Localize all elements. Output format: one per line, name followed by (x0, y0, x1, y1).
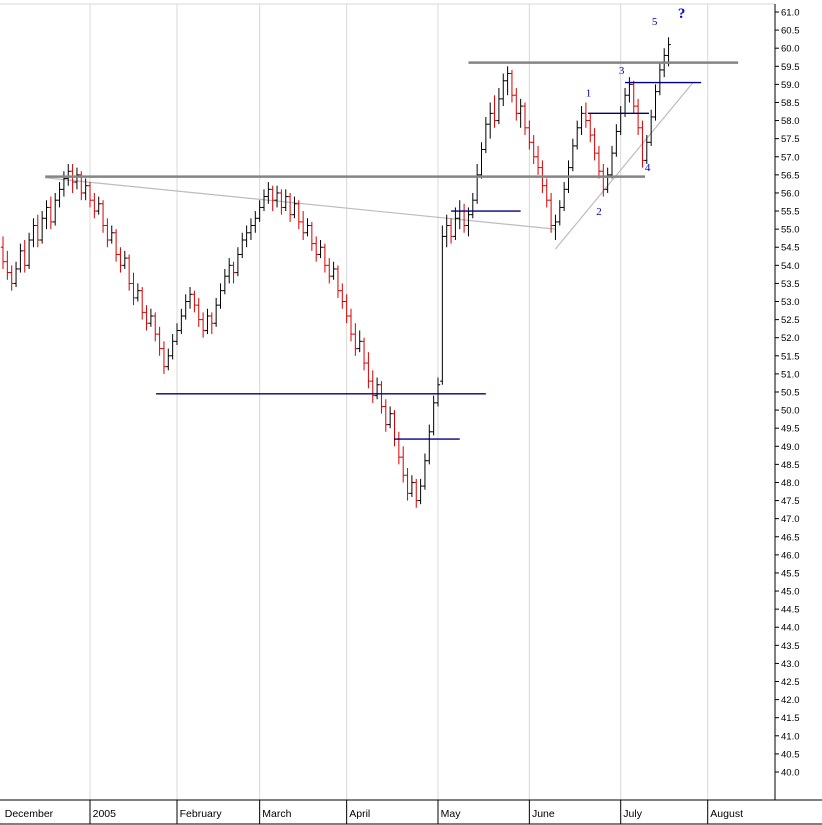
svg-text:April: April (349, 808, 370, 820)
svg-text:46.0: 46.0 (781, 550, 800, 561)
y-axis: 61.0 60.5 60.0 59.5 59.0 58.5 58.0 57.5 57.0 56.5… (774, 4, 800, 800)
svg-text:49.0: 49.0 (781, 442, 800, 453)
svg-text:61.0: 61.0 (781, 8, 800, 19)
svg-text:44.0: 44.0 (781, 623, 800, 634)
svg-text:60.0: 60.0 (781, 44, 800, 55)
svg-text:2: 2 (596, 206, 602, 218)
svg-text:43.5: 43.5 (781, 641, 800, 652)
price-bars (0, 37, 671, 508)
svg-text:42.5: 42.5 (781, 677, 800, 688)
svg-text:December: December (5, 808, 54, 820)
svg-text:54.0: 54.0 (781, 261, 800, 272)
svg-text:41.5: 41.5 (781, 713, 800, 724)
x-axis: December 2005 February March April May June Jul… (0, 799, 822, 825)
svg-text:45.0: 45.0 (781, 587, 800, 598)
svg-text:46.5: 46.5 (781, 532, 800, 543)
svg-text:42.0: 42.0 (781, 695, 800, 706)
svg-text:2005: 2005 (93, 808, 117, 820)
svg-text:?: ? (678, 6, 686, 22)
analysis-lines (45, 61, 739, 440)
svg-text:41.0: 41.0 (781, 731, 800, 742)
svg-text:43.0: 43.0 (781, 659, 800, 670)
svg-text:45.5: 45.5 (781, 568, 800, 579)
svg-text:55.0: 55.0 (781, 225, 800, 236)
svg-text:February: February (180, 808, 223, 820)
svg-text:60.5: 60.5 (781, 26, 800, 37)
svg-text:53.0: 53.0 (781, 297, 800, 308)
svg-text:52.5: 52.5 (781, 315, 800, 326)
svg-text:59.5: 59.5 (781, 62, 800, 73)
svg-text:51.5: 51.5 (781, 351, 800, 362)
svg-text:48.0: 48.0 (781, 478, 800, 489)
svg-text:56.0: 56.0 (781, 188, 800, 199)
svg-text:49.5: 49.5 (781, 424, 800, 435)
wave-count-labels: 1 2 3 4 5? (586, 6, 686, 218)
svg-text:1: 1 (586, 87, 592, 99)
svg-text:51.0: 51.0 (781, 369, 800, 380)
gray-trendlines (45, 82, 694, 250)
svg-text:50.5: 50.5 (781, 387, 800, 398)
svg-text:53.5: 53.5 (781, 279, 800, 290)
svg-text:55.5: 55.5 (781, 207, 800, 218)
svg-text:48.5: 48.5 (781, 460, 800, 471)
svg-text:58.5: 58.5 (781, 98, 800, 109)
svg-text:44.5: 44.5 (781, 605, 800, 616)
svg-text:47.5: 47.5 (781, 496, 800, 507)
svg-text:40.5: 40.5 (781, 749, 800, 760)
svg-text:57.5: 57.5 (781, 134, 800, 145)
svg-text:56.5: 56.5 (781, 170, 800, 181)
svg-text:June: June (532, 808, 555, 820)
svg-text:47.0: 47.0 (781, 514, 800, 525)
svg-text:5: 5 (652, 16, 658, 28)
svg-text:52.0: 52.0 (781, 333, 800, 344)
svg-text:58.0: 58.0 (781, 116, 800, 127)
svg-text:50.0: 50.0 (781, 406, 800, 417)
svg-text:57.0: 57.0 (781, 152, 800, 163)
svg-text:40.0: 40.0 (781, 767, 800, 778)
svg-text:August: August (710, 808, 743, 820)
svg-text:3: 3 (619, 65, 625, 77)
svg-text:54.5: 54.5 (781, 243, 800, 254)
svg-text:4: 4 (645, 162, 651, 174)
svg-text:May: May (441, 808, 462, 820)
svg-text:March: March (262, 808, 291, 820)
svg-text:July: July (623, 808, 642, 820)
svg-text:59.0: 59.0 (781, 80, 800, 91)
